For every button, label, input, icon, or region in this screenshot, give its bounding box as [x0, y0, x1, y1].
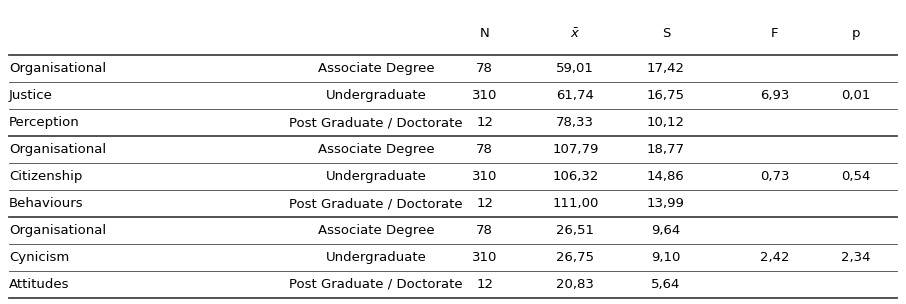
Text: Cynicism: Cynicism [9, 251, 70, 264]
Text: F: F [771, 27, 778, 40]
Text: Organisational: Organisational [9, 62, 106, 75]
Text: 78: 78 [477, 224, 493, 237]
Text: 12: 12 [477, 278, 493, 291]
Text: Perception: Perception [9, 116, 80, 129]
Text: Justice: Justice [9, 89, 53, 102]
Text: 107,79: 107,79 [552, 143, 599, 156]
Text: 5,64: 5,64 [651, 278, 680, 291]
Text: 61,74: 61,74 [556, 89, 594, 102]
Text: Undergraduate: Undergraduate [325, 170, 427, 183]
Text: 78: 78 [477, 62, 493, 75]
Text: 310: 310 [472, 251, 497, 264]
Text: 14,86: 14,86 [647, 170, 685, 183]
Text: 17,42: 17,42 [647, 62, 685, 75]
Text: 2,42: 2,42 [760, 251, 789, 264]
Text: Citizenship: Citizenship [9, 170, 82, 183]
Text: $\bar{x}$: $\bar{x}$ [570, 27, 581, 40]
Text: 18,77: 18,77 [647, 143, 685, 156]
Text: 16,75: 16,75 [647, 89, 685, 102]
Text: 10,12: 10,12 [647, 116, 685, 129]
Text: 12: 12 [477, 197, 493, 210]
Text: 6,93: 6,93 [760, 89, 789, 102]
Text: Associate Degree: Associate Degree [318, 224, 434, 237]
Text: Behaviours: Behaviours [9, 197, 83, 210]
Text: 0,54: 0,54 [842, 170, 871, 183]
Text: 12: 12 [477, 116, 493, 129]
Text: 310: 310 [472, 170, 497, 183]
Text: 78: 78 [477, 143, 493, 156]
Text: 106,32: 106,32 [552, 170, 599, 183]
Text: 310: 310 [472, 89, 497, 102]
Text: 9,64: 9,64 [651, 224, 680, 237]
Text: N: N [480, 27, 489, 40]
Text: Post Graduate / Doctorate: Post Graduate / Doctorate [289, 116, 463, 129]
Text: 20,83: 20,83 [556, 278, 594, 291]
Text: 0,73: 0,73 [760, 170, 789, 183]
Text: 0,01: 0,01 [842, 89, 871, 102]
Text: 9,10: 9,10 [651, 251, 680, 264]
Text: Organisational: Organisational [9, 143, 106, 156]
Text: 13,99: 13,99 [647, 197, 685, 210]
Text: S: S [661, 27, 670, 40]
Text: Organisational: Organisational [9, 224, 106, 237]
Text: 111,00: 111,00 [552, 197, 599, 210]
Text: Undergraduate: Undergraduate [325, 89, 427, 102]
Text: 2,34: 2,34 [842, 251, 871, 264]
Text: Associate Degree: Associate Degree [318, 62, 434, 75]
Text: Post Graduate / Doctorate: Post Graduate / Doctorate [289, 197, 463, 210]
Text: 78,33: 78,33 [556, 116, 594, 129]
Text: 26,75: 26,75 [556, 251, 594, 264]
Text: 59,01: 59,01 [556, 62, 594, 75]
Text: 26,51: 26,51 [556, 224, 594, 237]
Text: p: p [852, 27, 861, 40]
Text: Post Graduate / Doctorate: Post Graduate / Doctorate [289, 278, 463, 291]
Text: Associate Degree: Associate Degree [318, 143, 434, 156]
Text: Undergraduate: Undergraduate [325, 251, 427, 264]
Text: Attitudes: Attitudes [9, 278, 70, 291]
